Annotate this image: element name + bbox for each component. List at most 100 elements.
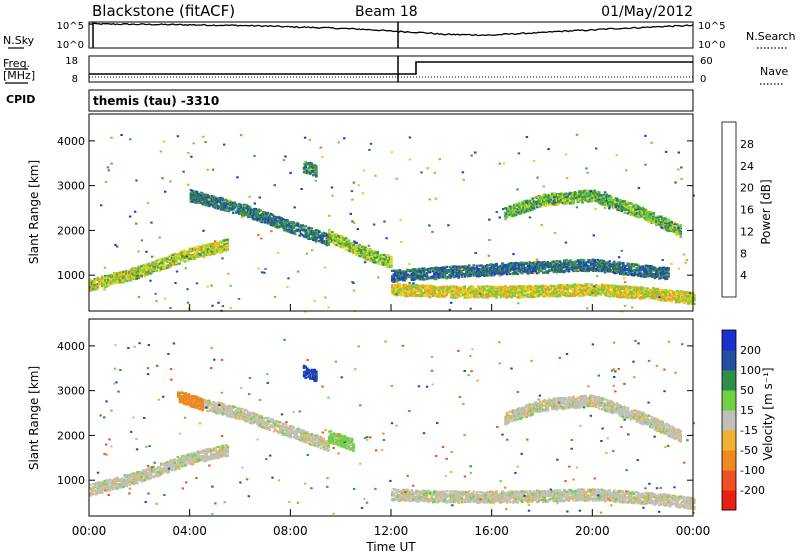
data-cell	[96, 276, 100, 279]
data-cell	[558, 266, 562, 269]
data-cell	[572, 267, 575, 270]
data-cell	[643, 274, 646, 277]
data-cell	[564, 196, 568, 199]
data-cell	[153, 264, 157, 267]
data-cell	[606, 290, 610, 294]
data-cell	[676, 289, 679, 293]
data-cell	[415, 271, 418, 274]
data-cell	[668, 222, 672, 225]
data-cell	[196, 251, 199, 254]
data-cell	[554, 292, 557, 295]
data-cell	[436, 273, 439, 276]
data-cell	[545, 271, 548, 274]
data-cell	[563, 269, 566, 273]
data-cell	[99, 280, 103, 283]
data-cell	[566, 267, 569, 270]
data-cell	[431, 286, 435, 289]
data-cell	[609, 202, 613, 205]
data-cell	[640, 274, 643, 277]
data-cell	[611, 199, 615, 202]
data-cell	[427, 289, 430, 293]
data-cell	[590, 290, 593, 293]
data-cell	[514, 288, 518, 291]
data-cell	[437, 295, 441, 298]
data-cell	[442, 269, 445, 272]
data-cell	[452, 296, 456, 299]
data-cell	[428, 268, 432, 272]
data-cell	[460, 287, 464, 290]
data-cell	[668, 294, 672, 297]
data-cell	[409, 270, 412, 273]
data-cell	[211, 249, 214, 252]
data-cell	[409, 291, 412, 294]
data-cell	[415, 287, 418, 290]
data-cell	[454, 286, 457, 289]
data-cell	[519, 210, 522, 213]
data-cell	[107, 281, 110, 284]
data-cell	[542, 293, 545, 296]
noise-panel: N.Sky 10^5 10^0 10^5 10^0 N.Search	[3, 21, 796, 51]
data-cell	[101, 284, 104, 287]
data-cell	[404, 270, 408, 273]
data-cell	[569, 193, 572, 196]
data-cell	[558, 260, 562, 263]
data-cell	[465, 296, 468, 299]
data-cell	[608, 290, 611, 293]
data-cell	[626, 206, 630, 209]
data-cell	[659, 224, 663, 227]
data-cell	[667, 297, 670, 300]
data-cell	[471, 291, 474, 294]
data-cell	[478, 264, 482, 267]
data-cell	[567, 197, 571, 200]
data-cell	[474, 267, 477, 270]
data-cell	[181, 251, 184, 254]
data-cell	[617, 199, 621, 203]
data-cell	[558, 197, 562, 200]
data-cell	[460, 291, 464, 294]
data-cell	[613, 271, 616, 274]
data-cell	[525, 285, 528, 288]
data-cell	[517, 286, 521, 289]
data-cell	[690, 297, 693, 300]
data-cell	[404, 295, 408, 298]
data-cell	[463, 285, 467, 288]
data-cell	[517, 263, 521, 266]
data-cell	[428, 293, 432, 296]
data-cell	[570, 294, 574, 297]
data-cell	[579, 261, 583, 264]
data-cell	[457, 267, 460, 270]
data-cell	[632, 272, 636, 275]
data-cell	[517, 210, 521, 213]
data-cell	[397, 279, 400, 282]
data-cell	[514, 210, 518, 213]
data-cell	[477, 296, 480, 299]
data-cell	[430, 287, 433, 290]
data-cell	[436, 289, 439, 293]
data-cell	[421, 275, 424, 278]
data-cell	[563, 201, 566, 204]
data-cell	[146, 264, 149, 267]
data-cell	[398, 278, 402, 281]
data-cell	[212, 246, 216, 249]
data-cell	[557, 197, 560, 200]
data-cell	[600, 268, 604, 271]
data-cell	[594, 199, 598, 202]
data-cell	[424, 268, 427, 271]
data-cell	[119, 281, 122, 284]
data-cell	[498, 286, 501, 289]
data-cell	[585, 191, 589, 195]
data-cell	[552, 293, 556, 296]
data-cell	[619, 294, 622, 297]
data-cell	[554, 265, 557, 268]
data-cell	[412, 286, 415, 289]
data-cell	[560, 193, 563, 196]
data-cell	[564, 192, 568, 195]
data-cell	[490, 274, 494, 277]
data-cell	[534, 202, 537, 206]
data-cell	[540, 288, 544, 291]
data-cell	[199, 254, 202, 257]
data-cell	[629, 287, 633, 290]
data-cell	[442, 293, 445, 296]
data-cell	[523, 285, 527, 288]
data-cell	[602, 288, 605, 291]
